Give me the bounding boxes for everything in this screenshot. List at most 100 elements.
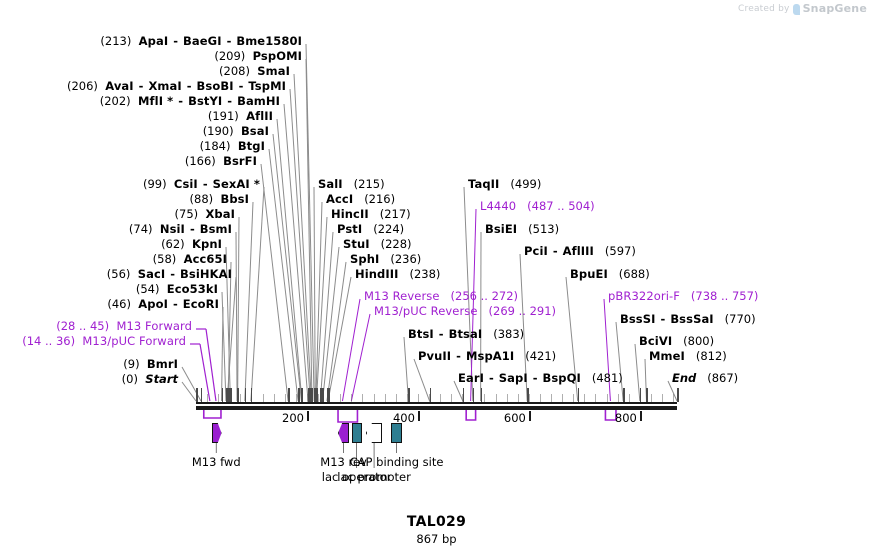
ruler-minor-tick: [417, 394, 419, 402]
enzyme-site-label: BpuEI (688): [570, 268, 650, 280]
feature-glyph-m13-fwd[interactable]: [211, 423, 222, 443]
label-names: End: [672, 371, 696, 385]
label-names: Start: [145, 372, 178, 386]
label-names: BtsI - BtsaI: [408, 327, 482, 341]
label-position: (190): [202, 124, 234, 138]
site-tick: [298, 388, 300, 402]
name-separator: -: [528, 371, 542, 385]
enzyme-site-label: (213) ApaI - BaeGI - Bme1580I: [100, 35, 302, 47]
label-names: BmrI: [147, 357, 178, 371]
label-names: BciVI: [639, 334, 672, 348]
enzyme-site-label: (58) Acc65I: [153, 253, 227, 265]
site-tick: [311, 388, 314, 402]
label-name: AflIII: [562, 244, 594, 258]
enzyme-site-label: TaqII (499): [468, 178, 541, 190]
ruler-minor-tick: [429, 394, 430, 402]
ruler-minor-tick: [207, 394, 209, 402]
name-separator: -: [656, 312, 670, 326]
ruler-minor-tick: [650, 394, 652, 402]
label-name: KpnI: [191, 237, 222, 251]
site-tick: [527, 388, 529, 402]
label-name: AvaI: [105, 79, 134, 93]
label-name: BamHI: [237, 94, 280, 108]
label-names: ApaI - BaeGI - Bme1580I: [139, 34, 302, 48]
ruler-tick-label: 400: [392, 411, 415, 425]
label-name: BsaI: [240, 124, 269, 138]
label-name: SalI: [318, 177, 343, 191]
ruler-minor-tick: [562, 394, 564, 402]
label-position: (213): [100, 34, 132, 48]
position-marker-label: End (867): [672, 372, 738, 384]
label-names: HincII: [331, 207, 369, 221]
name-separator: -: [169, 34, 183, 48]
site-tick: [408, 388, 410, 402]
ruler-minor-tick: [262, 394, 264, 402]
ruler-minor-tick: [284, 394, 286, 402]
label-position: (224): [373, 222, 405, 236]
label-position: (688): [618, 267, 650, 281]
site-tick: [646, 388, 648, 402]
label-position: (383): [493, 327, 525, 341]
label-position: (238): [409, 267, 441, 281]
label-name: PstI: [337, 222, 363, 236]
label-names: BsaI: [241, 124, 269, 138]
label-position: (54): [135, 282, 160, 296]
label-names: SacI - BsiHKAI: [138, 267, 232, 281]
label-name: BbsI: [220, 192, 249, 206]
label-name: Eco53kI: [166, 282, 218, 296]
label-name: MspA1I: [465, 349, 515, 363]
ruler-major-tick: [417, 411, 421, 421]
feature-glyph-lac-operator[interactable]: [351, 423, 362, 443]
feature-label: CAP binding site: [349, 455, 444, 469]
label-names: PvuII - MspA1I: [418, 349, 514, 363]
feature-glyph-lac-promoter[interactable]: [365, 423, 383, 443]
label-names: HindIII: [355, 267, 399, 281]
label-name: M13/pUC Reverse: [374, 304, 478, 318]
enzyme-site-label: PvuII - MspA1I (421): [418, 350, 556, 362]
label-name: PspOMI: [252, 49, 302, 63]
label-name: BstYI: [188, 94, 223, 108]
label-name: MflI *: [138, 94, 174, 108]
label-name: BsrFI: [223, 154, 257, 168]
feature-glyph-m13-rev[interactable]: [338, 423, 350, 443]
enzyme-site-label: (99) CsiI - SexAI *: [143, 178, 260, 190]
label-name: HindIII: [355, 267, 399, 281]
label-name: SapI: [498, 371, 528, 385]
enzyme-site-label: PstI (224): [337, 223, 404, 235]
label-names: MmeI: [649, 349, 685, 363]
ruler-minor-tick: [362, 394, 364, 402]
enzyme-site-label: SphI (236): [350, 253, 421, 265]
site-tick: [623, 388, 625, 402]
name-separator: -: [548, 244, 562, 258]
ruler-minor-tick: [506, 394, 508, 402]
primer-label: (28 .. 45) M13 Forward: [56, 320, 192, 332]
label-name: L4440: [480, 199, 517, 213]
enzyme-site-label: PciI - AflIII (597): [524, 245, 636, 257]
label-names: M13 Forward: [116, 319, 192, 333]
enzyme-site-label: (74) NsiI - BsmI: [129, 223, 232, 235]
label-name: Bme1580I: [236, 34, 302, 48]
name-separator: -: [484, 371, 498, 385]
site-tick: [328, 388, 330, 402]
label-position: (421): [525, 349, 557, 363]
label-name: End: [672, 371, 697, 385]
label-name: BmrI: [146, 357, 178, 371]
label-name: PvuII: [418, 349, 452, 363]
label-names: EarI - SapI - BspQI: [458, 371, 581, 385]
ruler-minor-tick: [306, 394, 308, 402]
snapgene-watermark: Created by SnapGene: [738, 2, 867, 15]
label-names: SmaI: [257, 64, 290, 78]
enzyme-site-label: BciVI (800): [639, 335, 714, 347]
label-names: BssSI - BssSaI: [620, 312, 714, 326]
label-position: (0): [121, 372, 138, 386]
label-names: M13/pUC Reverse: [374, 304, 478, 318]
label-names: Acc65I: [184, 252, 227, 266]
site-tick: [316, 388, 318, 402]
label-names: M13/pUC Forward: [82, 334, 186, 348]
label-position: (166): [184, 154, 216, 168]
ruler-minor-tick: [539, 394, 541, 402]
watermark-brand: SnapGene: [802, 2, 867, 15]
site-tick: [288, 388, 290, 402]
feature-glyph-cap-binding-site[interactable]: [390, 423, 403, 443]
